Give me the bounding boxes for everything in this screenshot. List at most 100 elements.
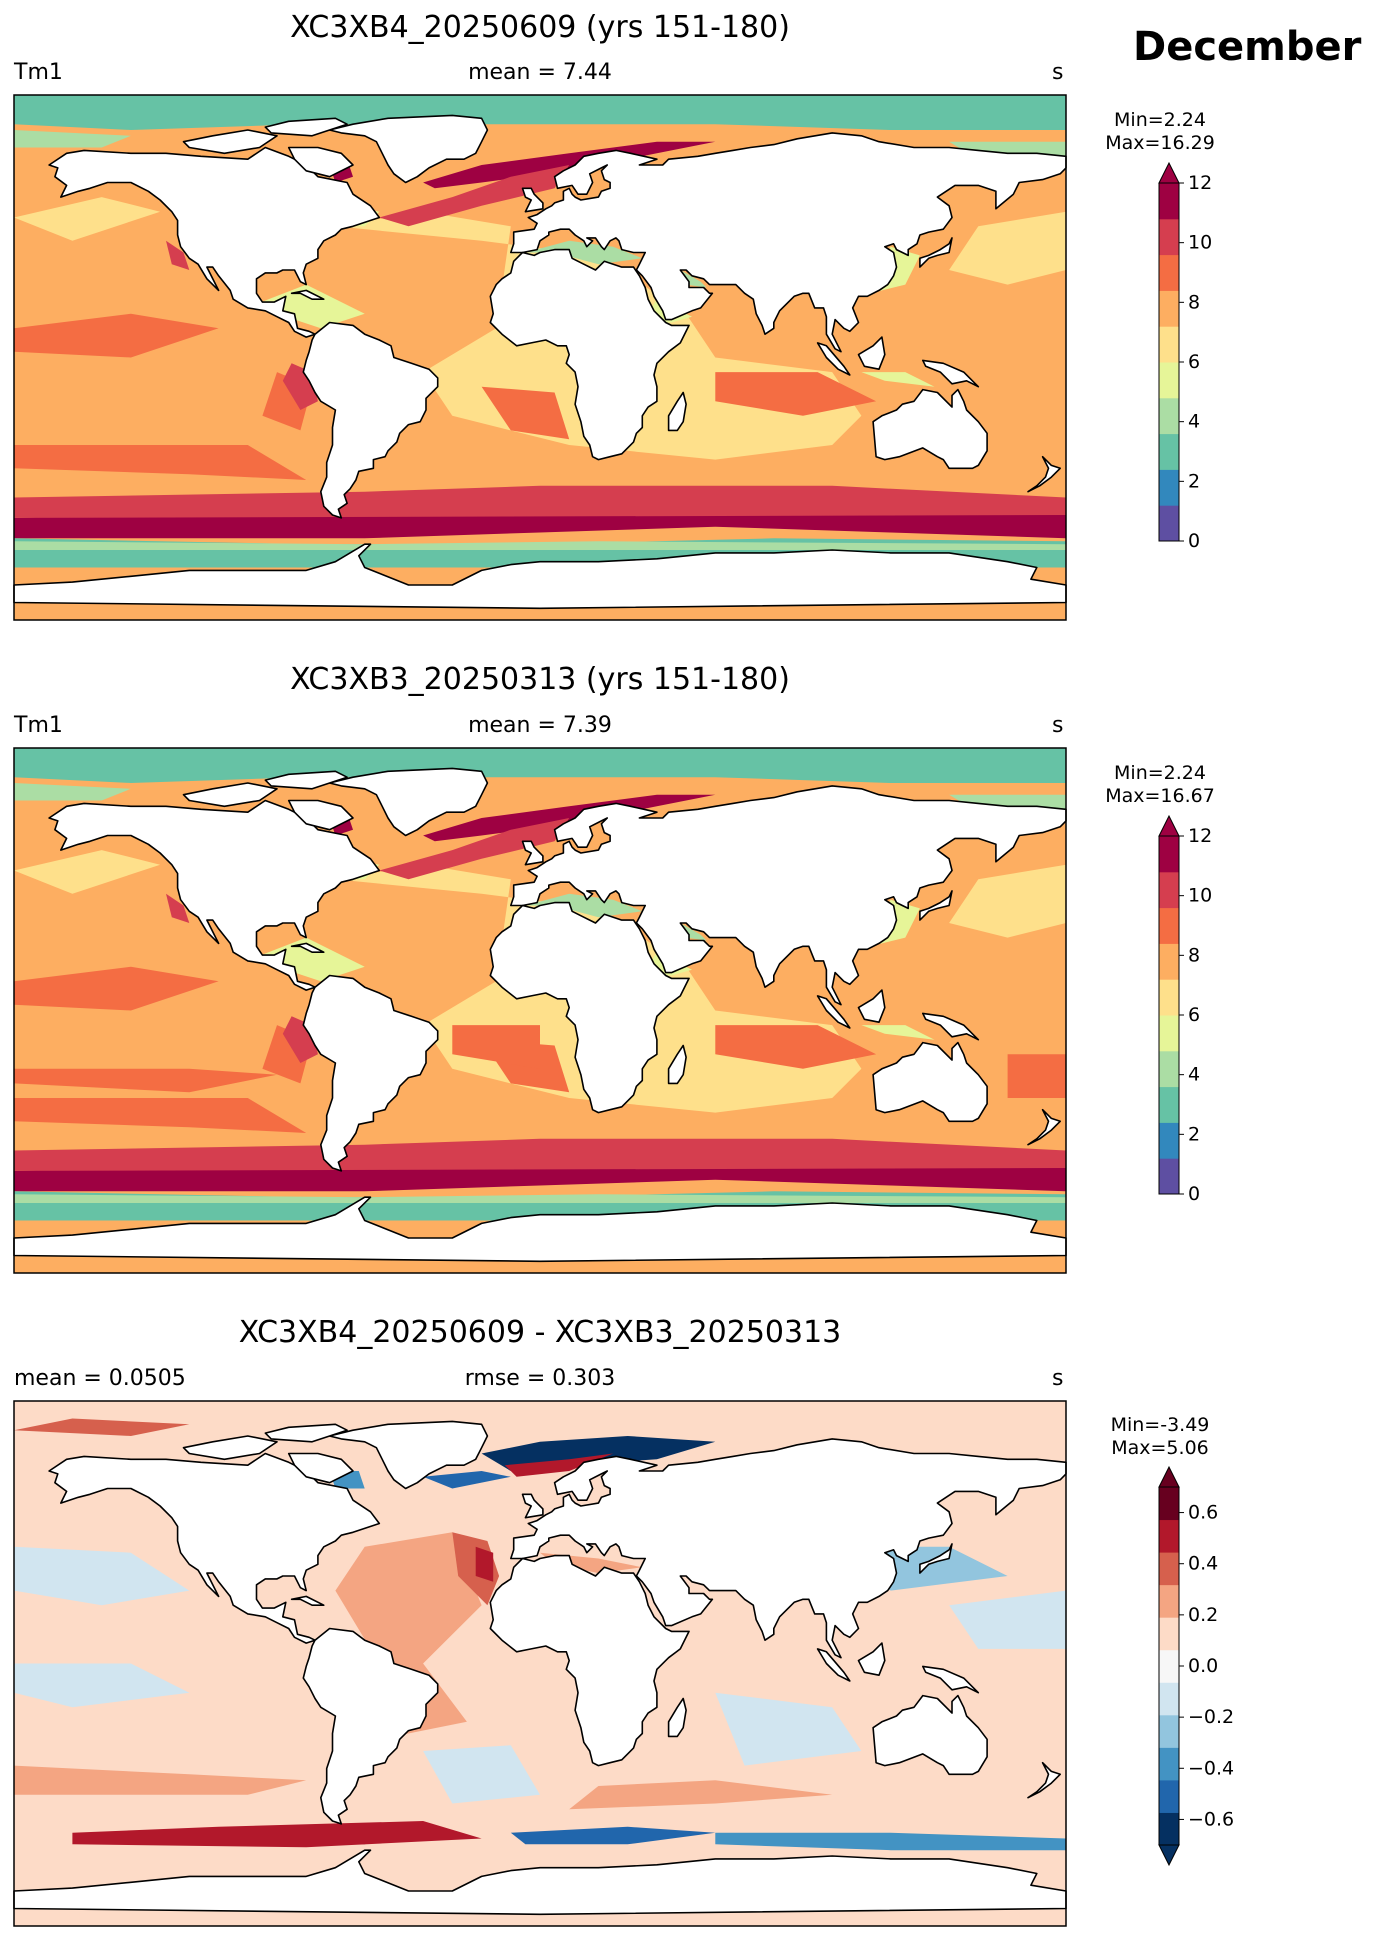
landmass-borneo (857, 1642, 886, 1676)
panel-2-map-field-region (14, 748, 1066, 783)
panel-3-colorbar-tick-label: −0.2 (1188, 1706, 1234, 1728)
panel-3-map-field-region (475, 1546, 494, 1582)
panel-1-map-frame (13, 94, 1067, 621)
panel-3-colorbar-extend-arrow (1158, 1465, 1180, 1488)
panel-1-map-field-region (481, 386, 570, 440)
panel-1-map-field-region (253, 284, 365, 329)
landmass-greenland (328, 1420, 489, 1490)
panel-1-map-field-region (14, 541, 1066, 550)
landmass-greenland (328, 767, 489, 837)
panel-1-mean-label: mean = 7.44 (468, 60, 612, 85)
panel-1-colorbar-segment (1159, 362, 1179, 399)
panel-3-map-field-region (949, 1590, 1066, 1649)
panel-1-colorbar-tick-label: 2 (1188, 470, 1200, 492)
panel-1-colorbar-extend-arrow (1158, 161, 1180, 184)
panel-3-mean-label: mean = 0.0505 (14, 1366, 186, 1391)
panel-1-colorbar-segment (1159, 505, 1179, 542)
panel-2-colorbar-segment (1159, 1122, 1179, 1159)
panel-2-map-field-region (14, 1098, 307, 1133)
panel-1-map-field-region (14, 130, 131, 148)
panel-3-rmse-label: rmse = 0.303 (464, 1366, 616, 1391)
panel-1-colorbar-segment (1159, 433, 1179, 470)
panel-1-unit-label: s (1052, 60, 1064, 85)
landmass-eurasia (510, 1438, 1067, 1659)
panel-3-map-field-region (335, 1532, 482, 1737)
landmass-australia (872, 1041, 988, 1123)
landmass-baffin (287, 1452, 354, 1484)
landmass-madagascar (667, 1697, 687, 1738)
panel-2-colorbar-segment (1159, 871, 1179, 909)
landmass-sumatra (816, 995, 851, 1029)
landmass-cuba (290, 1595, 325, 1606)
panel-2-map-field-region (253, 937, 365, 982)
panel-2-unit-label: s (1052, 713, 1064, 738)
panel-1-map-field-region (861, 372, 935, 387)
landmass-africa (489, 248, 690, 461)
panel-3-unit-label: s (1052, 1366, 1064, 1391)
landmass-britain (521, 840, 544, 866)
landmass-australia (872, 1694, 988, 1776)
landmass-africa (489, 1554, 690, 1767)
panel-1-map-field-region (14, 485, 1066, 518)
panel-3-map-field-region (14, 1765, 307, 1795)
panel-1-colorbar-tick-label: 10 (1188, 232, 1212, 254)
panel-3-colorbar-segment (1159, 1584, 1179, 1618)
panel-1-colorbar-tick-label: 8 (1188, 291, 1200, 313)
panel-3-colorbar-segment (1159, 1552, 1179, 1586)
landmass-newZealand (1027, 455, 1061, 493)
panel-1-colorbar: 0 2 4 6 8 10 12 (1158, 161, 1212, 552)
landmass-northAmerica (48, 799, 381, 991)
panel-2-colorbar-segment (1159, 907, 1179, 944)
panel-3-map-field-region (715, 1692, 862, 1766)
panel-1-map-field-region (14, 445, 307, 480)
panel-1-min-text: Min=2.24 (1114, 109, 1206, 131)
month-label: December (1133, 24, 1362, 70)
panel-3-max-text: Max=5.06 (1111, 1437, 1209, 1459)
panel-2-colorbar-tick-label: 10 (1188, 885, 1212, 907)
landmass-borneo (857, 336, 886, 370)
panel-2-colorbar-segment (1159, 1015, 1179, 1052)
landmass-southAmerica (302, 974, 439, 1172)
landmass-africa (489, 901, 690, 1114)
panel-2-map (13, 747, 1067, 1274)
panel-1-colorbar-segment (1159, 218, 1179, 256)
panel-2-colorbar-segment (1159, 979, 1179, 1016)
panel-2-map-field-region (14, 1194, 1066, 1203)
landmass-britain (521, 187, 544, 213)
landmass-borneo (857, 989, 886, 1023)
panel-3-map-field-region (715, 1832, 1066, 1851)
panel-2-map-field-region (14, 966, 219, 1011)
panel-1-map-field-region (379, 165, 570, 227)
panel-2-colorbar-segment (1159, 1086, 1179, 1123)
panel-1-map-field-region (949, 211, 1066, 285)
panel-2-map-field-region (1007, 1054, 1066, 1098)
panel-2-variable-label: Tm1 (14, 713, 63, 738)
landmass-southAmerica (302, 1627, 439, 1825)
panel-3-title: XC3XB4_20250609 - XC3XB3_20250313 (238, 1315, 842, 1350)
landmass-northAmerica (48, 1452, 381, 1644)
panel-3-colorbar-segment (1159, 1649, 1179, 1683)
landmass-newGuinea (922, 359, 980, 388)
panel-2-colorbar-tick-label: 8 (1188, 944, 1200, 966)
panel-2-colorbar-segment (1159, 1158, 1179, 1195)
panel-1-title: XC3XB4_20250609 (yrs 151-180) (290, 10, 790, 45)
panel-3-colorbar-tick-label: 0.2 (1188, 1604, 1218, 1626)
landmass-cuba (290, 289, 325, 300)
landmass-ellesmere (264, 1423, 348, 1443)
landmass-ellesmere (264, 117, 348, 137)
panel-3-colorbar-segment (1159, 1812, 1179, 1846)
panel-1-colorbar-tick-label: 12 (1188, 172, 1212, 194)
panel-3-min-text: Min=-3.49 (1110, 1414, 1210, 1436)
landmass-northAmerica (48, 146, 381, 338)
panel-3-colorbar-segment (1159, 1519, 1179, 1553)
panel-3-colorbar-segment (1159, 1487, 1179, 1521)
panel-1-map-coastlines (13, 114, 1067, 610)
landmass-sumatra (816, 1648, 851, 1682)
panel-2-colorbar-tick-label: 12 (1188, 825, 1212, 847)
panel-1-colorbar-segment (1159, 290, 1179, 327)
panel-3-colorbar-extend-arrow (1158, 1844, 1180, 1867)
panel-1-colorbar-segment (1159, 254, 1179, 291)
panel-1-map-field-region (715, 372, 877, 416)
panel-1-map (13, 94, 1067, 621)
landmass-madagascar (667, 1044, 687, 1085)
